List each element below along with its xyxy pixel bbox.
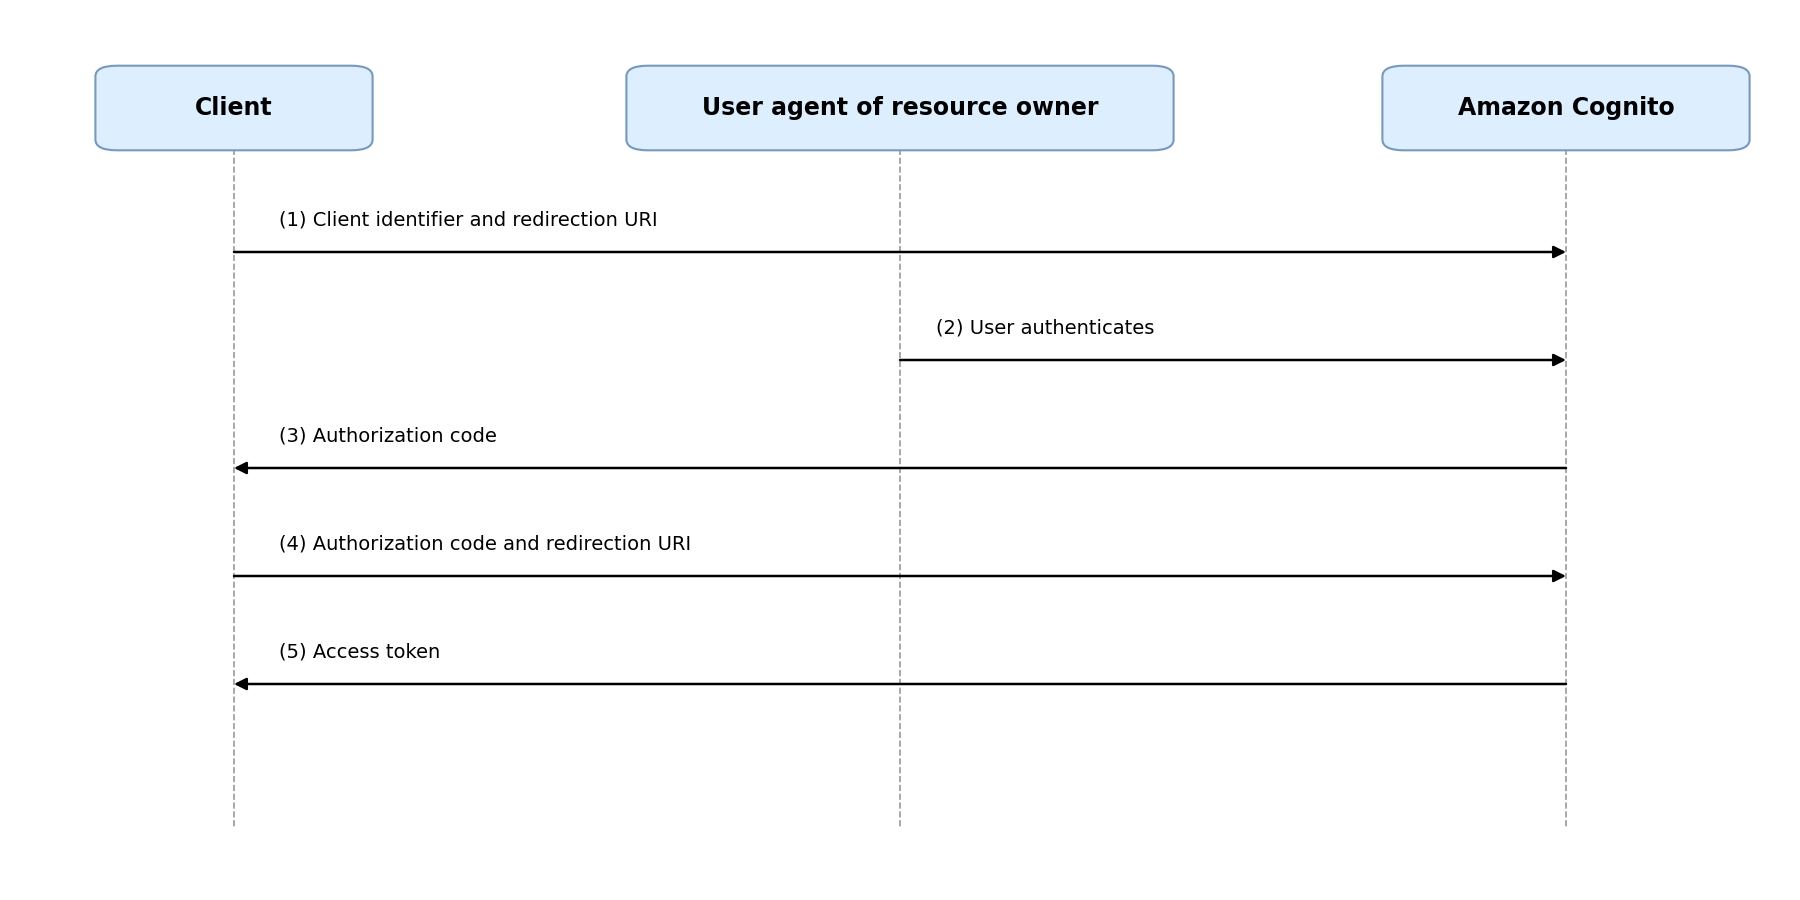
Text: (5) Access token: (5) Access token bbox=[279, 643, 441, 662]
Text: Client: Client bbox=[194, 96, 274, 120]
FancyBboxPatch shape bbox=[1382, 66, 1750, 150]
FancyBboxPatch shape bbox=[626, 66, 1174, 150]
FancyBboxPatch shape bbox=[95, 66, 373, 150]
Text: (1) Client identifier and redirection URI: (1) Client identifier and redirection UR… bbox=[279, 211, 657, 230]
Text: (2) User authenticates: (2) User authenticates bbox=[936, 319, 1154, 338]
Text: Amazon Cognito: Amazon Cognito bbox=[1458, 96, 1674, 120]
Text: (4) Authorization code and redirection URI: (4) Authorization code and redirection U… bbox=[279, 535, 691, 554]
Text: (3) Authorization code: (3) Authorization code bbox=[279, 427, 497, 446]
Text: User agent of resource owner: User agent of resource owner bbox=[702, 96, 1098, 120]
